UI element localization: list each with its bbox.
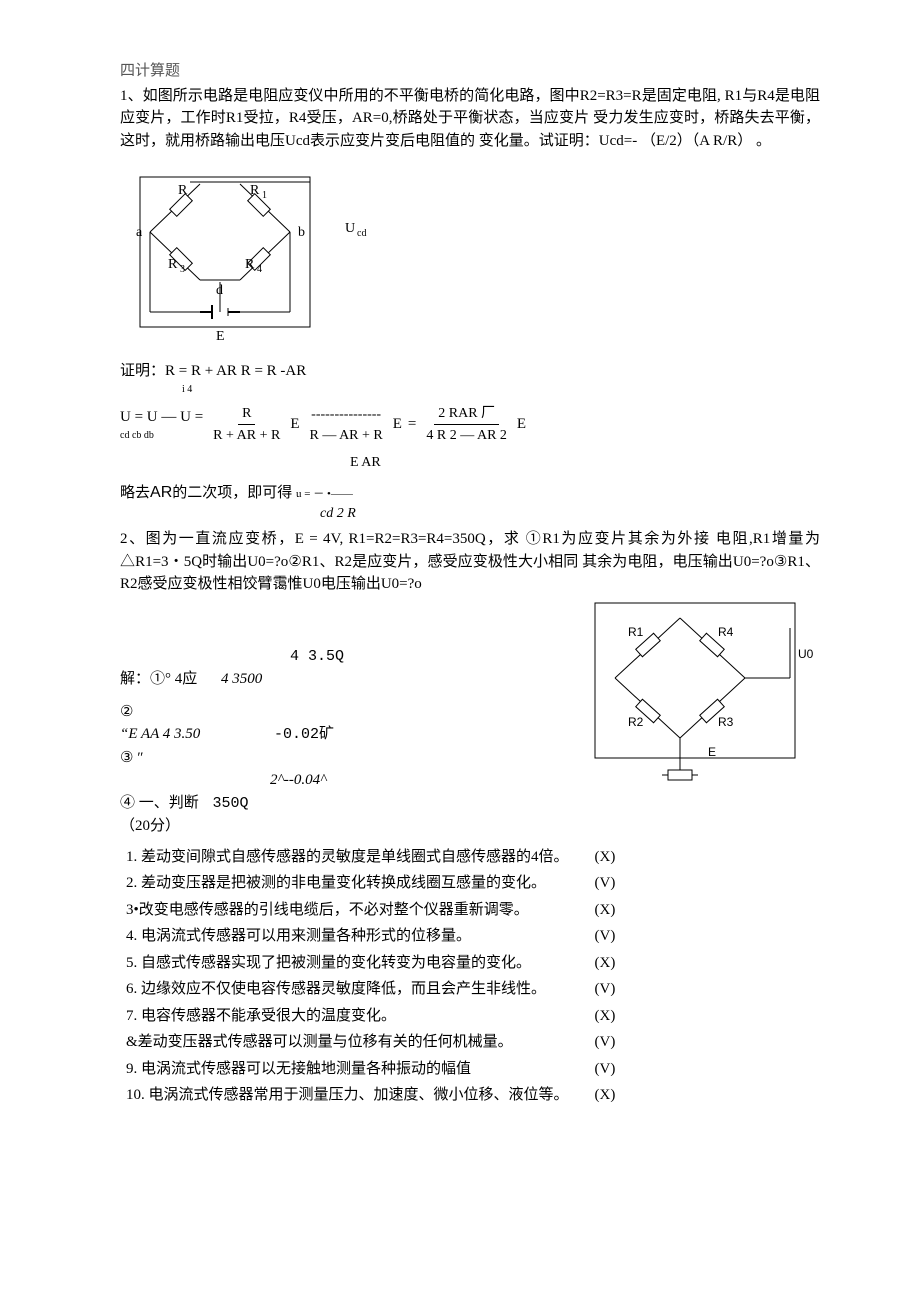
- svg-text:R: R: [245, 257, 255, 272]
- svg-text:b: b: [298, 225, 305, 240]
- judge-row: 7. 电容传感器不能承受很大的温度变化。(X): [120, 1003, 651, 1030]
- judge-text: 10. 电涡流式传感器常用于测量压力、加速度、微小位移、液位等。: [120, 1082, 575, 1109]
- svg-text:3: 3: [180, 264, 185, 275]
- judge-answer: (V): [575, 1029, 651, 1056]
- sol-6: （20分）: [120, 815, 820, 838]
- svg-text:U: U: [345, 221, 355, 236]
- judge-text: 9. 电涡流式传感器可以无接触地测量各种振动的幅值: [120, 1056, 575, 1083]
- judge-answer: (X): [575, 897, 651, 924]
- judge-text: &差动变压器式传感器可以测量与位移有关的任何机械量。: [120, 1029, 575, 1056]
- judge-text: 1. 差动变间隙式自感传感器的灵敏度是单线圈式自感传感器的4倍。: [120, 844, 575, 871]
- judge-row: 4. 电涡流式传感器可以用来测量各种形式的位移量。(V): [120, 923, 651, 950]
- q1-text: 1、如图所示电路是电阻应变仪中所用的不平衡电桥的简化电路，图中R2=R3=R是固…: [120, 85, 820, 153]
- proof-equation: U = U — U = cd cb db R R + AR + R E ----…: [120, 403, 820, 446]
- judge-text: 2. 差动变压器是把被测的非电量变化转换成线圈互感量的变化。: [120, 870, 575, 897]
- sol-5b: ④ 一、判断 350Q: [120, 792, 820, 816]
- svg-text:R4: R4: [718, 625, 734, 639]
- proof-step1-sub: i 4: [120, 382, 820, 397]
- proof-step1: 证明：R = R + AR R = R -AR: [120, 360, 820, 383]
- svg-text:R: R: [178, 183, 188, 198]
- svg-text:cd: cd: [357, 228, 366, 239]
- judge-row: 9. 电涡流式传感器可以无接触地测量各种振动的幅值(V): [120, 1056, 651, 1083]
- svg-text:d: d: [216, 283, 223, 298]
- svg-text:4: 4: [257, 264, 262, 275]
- judge-row: 2. 差动变压器是把被测的非电量变化转换成线圈互感量的变化。(V): [120, 870, 651, 897]
- judge-text: 3•改变电感传感器的引线电缆后，不必对整个仪器重新调零。: [120, 897, 575, 924]
- judge-row: 1. 差动变间隙式自感传感器的灵敏度是单线圈式自感传感器的4倍。(X): [120, 844, 651, 871]
- judge-answer: (V): [575, 870, 651, 897]
- judge-row: 10. 电涡流式传感器常用于测量压力、加速度、微小位移、液位等。(X): [120, 1082, 651, 1109]
- q2-text: 2、图为一直流应变桥，E = 4V, R1=R2=R3=R4=350Q，求 ①R…: [120, 528, 820, 596]
- judge-answer: (V): [575, 976, 651, 1003]
- judge-text: 7. 电容传感器不能承受很大的温度变化。: [120, 1003, 575, 1030]
- svg-text:E: E: [708, 745, 716, 759]
- svg-text:R: R: [250, 183, 260, 198]
- bridge-diagram-2: R1 R4 R2 R3 U0 E: [590, 598, 820, 796]
- judge-answer: (X): [575, 844, 651, 871]
- svg-text:R3: R3: [718, 715, 734, 729]
- judge-answer: (X): [575, 1082, 651, 1109]
- judge-row: &差动变压器式传感器可以测量与位移有关的任何机械量。(V): [120, 1029, 651, 1056]
- judge-answer: (V): [575, 1056, 651, 1083]
- svg-text:R2: R2: [628, 715, 644, 729]
- judge-row: 6. 边缘效应不仅使电容传感器灵敏度降低，而且会产生非线性。(V): [120, 976, 651, 1003]
- judgement-table: 1. 差动变间隙式自感传感器的灵敏度是单线圈式自感传感器的4倍。(X)2. 差动…: [120, 844, 651, 1109]
- proof-conclude: 略去AR的二次项，即可得 u = － •——: [120, 481, 820, 505]
- judge-row: 5. 自感式传感器实现了把被测量的变化转变为电容量的变化。(X): [120, 950, 651, 977]
- proof-extra: E AR: [120, 452, 820, 473]
- svg-text:a: a: [136, 225, 143, 240]
- judge-text: 5. 自感式传感器实现了把被测量的变化转变为电容量的变化。: [120, 950, 575, 977]
- svg-text:1: 1: [262, 190, 267, 201]
- section-header: 四计算题: [120, 60, 820, 83]
- judge-answer: (X): [575, 1003, 651, 1030]
- judge-answer: (V): [575, 923, 651, 950]
- judge-answer: (X): [575, 950, 651, 977]
- proof-conclude-sub: cd 2 R: [120, 503, 820, 524]
- judge-row: 3•改变电感传感器的引线电缆后，不必对整个仪器重新调零。(X): [120, 897, 651, 924]
- svg-text:U0: U0: [798, 647, 814, 661]
- svg-text:R: R: [168, 257, 178, 272]
- svg-text:E: E: [216, 329, 225, 342]
- bridge-diagram-1: R R1 R3 R4 a b d Ucd E: [130, 172, 820, 350]
- judge-text: 6. 边缘效应不仅使电容传感器灵敏度降低，而且会产生非线性。: [120, 976, 575, 1003]
- judge-text: 4. 电涡流式传感器可以用来测量各种形式的位移量。: [120, 923, 575, 950]
- svg-text:R1: R1: [628, 625, 644, 639]
